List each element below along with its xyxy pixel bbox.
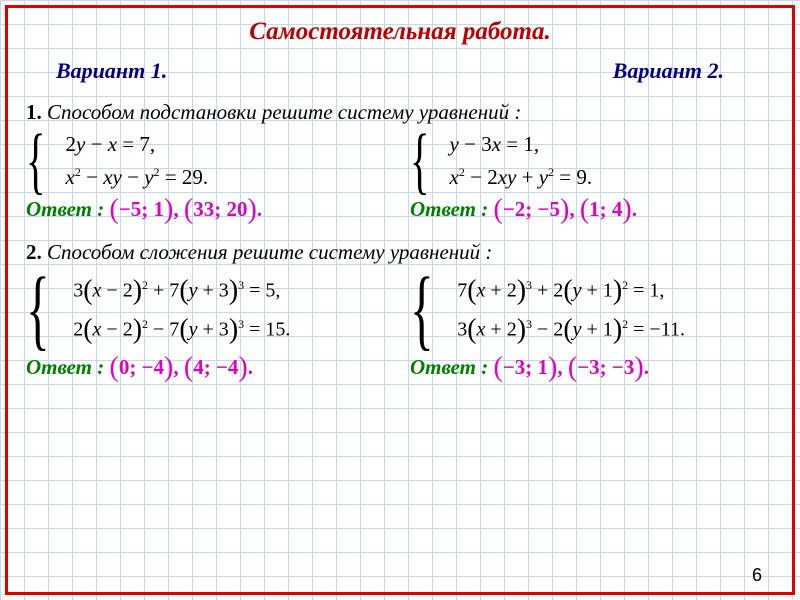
variant-2-heading: Вариант 2. bbox=[613, 58, 724, 84]
task-1-text: Способом подстановки решите систему урав… bbox=[47, 100, 521, 124]
brace-icon: { bbox=[26, 131, 46, 191]
worksheet-frame: Самостоятельная работа. Вариант 1. Вариа… bbox=[5, 5, 795, 595]
task-1-v2-answer-value: (−2; −5), (1; 4). bbox=[494, 197, 638, 221]
task-2-v2-answer-value: (−3; 1), (−3; −3). bbox=[494, 355, 649, 379]
task-1-v2-system: { y − 3x = 1, x2 − 2xy + y2 = 9. bbox=[410, 131, 774, 191]
task-1-v1-eq2: x2 − xy − y2 = 29. bbox=[66, 165, 209, 190]
task-2-v2-eq2: 3(x + 2)3 − 2(y + 1)2 = −11. bbox=[457, 317, 685, 342]
task-2-prompt: 2. Способом сложения решите систему урав… bbox=[26, 240, 774, 265]
task-1-v1-answer-value: (−5; 1), (33; 20). bbox=[110, 197, 263, 221]
task-2-v1-answer: Ответ : (0; −4), (4; −4). bbox=[26, 355, 390, 380]
variant-1-heading: Вариант 1. bbox=[56, 58, 167, 84]
task-1-v1-answer: Ответ : (−5; 1), (33; 20). bbox=[26, 197, 390, 222]
task-2-v2-eq1: 7(x + 2)3 + 2(y + 1)2 = 1, bbox=[457, 278, 685, 303]
brace-icon: { bbox=[410, 131, 430, 191]
page-number: 6 bbox=[752, 565, 762, 586]
task-2-v1-system: { 3(x − 2)2 + 7(y + 3)3 = 5, 2(x − 2)2 −… bbox=[26, 271, 390, 349]
task-2-v1-eq1: 3(x − 2)2 + 7(y + 3)3 = 5, bbox=[73, 278, 290, 303]
task-2-answers: Ответ : (0; −4), (4; −4). Ответ : (−3; 1… bbox=[26, 355, 774, 380]
task-1-v2-answer: Ответ : (−2; −5), (1; 4). bbox=[410, 197, 774, 222]
task-2-v2-system: { 7(x + 2)3 + 2(y + 1)2 = 1, 3(x + 2)3 −… bbox=[410, 271, 774, 349]
task-2-v1-answer-value: (0; −4), (4; −4). bbox=[110, 355, 254, 379]
task-2-systems: { 3(x − 2)2 + 7(y + 3)3 = 5, 2(x − 2)2 −… bbox=[26, 271, 774, 349]
variant-headings-row: Вариант 1. Вариант 2. bbox=[26, 58, 774, 84]
task-1-prompt: 1. Способом подстановки решите систему у… bbox=[26, 100, 774, 125]
task-1-v1-equations: 2y − x = 7, x2 − xy − y2 = 29. bbox=[66, 132, 209, 190]
worksheet-title: Самостоятельная работа. bbox=[26, 18, 774, 46]
task-1-systems: { 2y − x = 7, x2 − xy − y2 = 29. { y − 3… bbox=[26, 131, 774, 191]
task-1-v1-system: { 2y − x = 7, x2 − xy − y2 = 29. bbox=[26, 131, 390, 191]
task-1-v1-eq1: 2y − x = 7, bbox=[66, 132, 209, 157]
brace-icon: { bbox=[26, 271, 50, 349]
task-2-v1-eq2: 2(x − 2)2 − 7(y + 3)3 = 15. bbox=[73, 317, 290, 342]
task-2-v1-equations: 3(x − 2)2 + 7(y + 3)3 = 5, 2(x − 2)2 − 7… bbox=[73, 278, 290, 341]
task-2-v2-equations: 7(x + 2)3 + 2(y + 1)2 = 1, 3(x + 2)3 − 2… bbox=[457, 278, 685, 341]
task-1-v2-eq2: x2 − 2xy + y2 = 9. bbox=[450, 165, 593, 190]
brace-icon: { bbox=[410, 271, 434, 349]
task-1-v2-eq1: y − 3x = 1, bbox=[450, 132, 593, 157]
task-1-v2-equations: y − 3x = 1, x2 − 2xy + y2 = 9. bbox=[450, 132, 593, 190]
task-2-v2-answer: Ответ : (−3; 1), (−3; −3). bbox=[410, 355, 774, 380]
task-1-answers: Ответ : (−5; 1), (33; 20). Ответ : (−2; … bbox=[26, 197, 774, 222]
